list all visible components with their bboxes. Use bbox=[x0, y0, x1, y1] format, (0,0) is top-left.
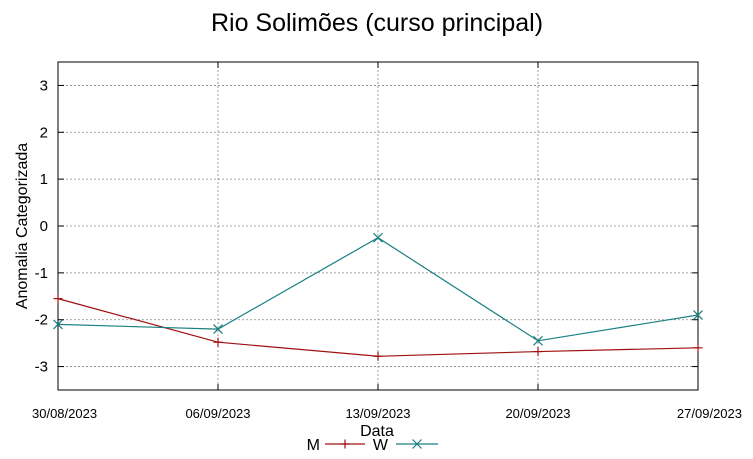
data-point-W bbox=[533, 335, 543, 346]
y-tick-label: 1 bbox=[40, 171, 48, 188]
y-tick-label: 3 bbox=[40, 77, 48, 94]
data-point-M bbox=[53, 294, 63, 304]
y-tick-label: 2 bbox=[40, 124, 48, 141]
chart-title: Rio Solimões (curso principal) bbox=[211, 9, 543, 37]
x-tick-label: 27/09/2023 bbox=[677, 406, 742, 421]
legend-marker-M bbox=[340, 439, 350, 449]
data-point-W bbox=[373, 232, 383, 243]
legend-label-M: M bbox=[307, 437, 320, 454]
y-tick-label: 0 bbox=[40, 218, 48, 235]
data-point-W bbox=[693, 310, 703, 320]
x-tick-label: 06/09/2023 bbox=[185, 406, 250, 421]
data-point-M bbox=[213, 337, 223, 347]
series-group bbox=[53, 232, 703, 361]
y-tick-label: -2 bbox=[35, 312, 48, 329]
data-point-W bbox=[213, 324, 223, 335]
y-axis-label: Anomalia Categorizada bbox=[14, 143, 31, 309]
data-point-M bbox=[693, 343, 703, 353]
legend-marker-W bbox=[412, 439, 422, 449]
x-tick-label: 30/08/2023 bbox=[32, 406, 97, 421]
x-tick-label: 20/09/2023 bbox=[505, 406, 570, 421]
data-point-M bbox=[533, 347, 543, 357]
data-point-W bbox=[53, 319, 63, 330]
legend-label-W: W bbox=[373, 437, 389, 454]
data-point-M bbox=[373, 351, 383, 361]
x-axis-ticks: 30/08/2023 06/09/2023 13/09/2023 20/09/2023… bbox=[32, 62, 742, 421]
x-tick-label: 13/09/2023 bbox=[345, 406, 410, 421]
grid-lines bbox=[58, 62, 698, 390]
y-tick-label: -1 bbox=[35, 265, 48, 282]
y-tick-label: -3 bbox=[35, 359, 48, 376]
x-axis-label: Data bbox=[360, 423, 394, 440]
y-axis-ticks: 3 2 1 0 -1 -2 -3 bbox=[35, 77, 698, 376]
